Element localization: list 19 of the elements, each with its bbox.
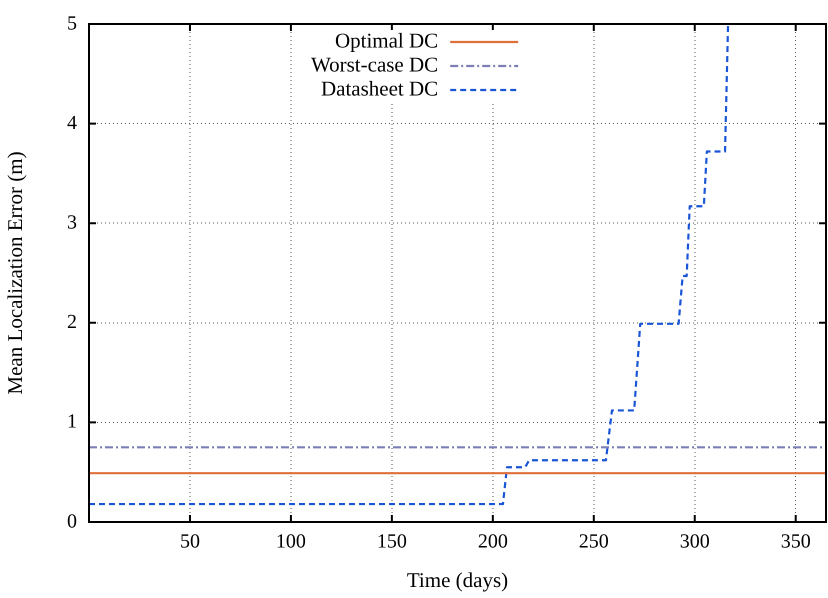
y-tick-label: 1 — [67, 410, 77, 433]
y-tick-label: 0 — [67, 510, 77, 532]
x-tick-label: 300 — [680, 530, 710, 552]
line-series — [89, 24, 730, 506]
x-tick-label: 200 — [478, 530, 508, 552]
x-tick-label: 100 — [276, 530, 306, 552]
y-tick-label: 5 — [67, 12, 77, 34]
y-axis-title: Mean Localization Error (m) — [3, 151, 28, 395]
legend-label: Datasheet DC — [320, 76, 438, 101]
legend-label: Optimal DC — [334, 28, 438, 53]
x-tick-label: 50 — [180, 530, 200, 552]
x-tick-label: 150 — [376, 530, 407, 552]
y-tick-label: 2 — [67, 311, 77, 334]
x-axis-title: Time (days) — [406, 568, 508, 592]
legend-label: Worst-case DC — [310, 52, 438, 77]
y-tick-label: 4 — [67, 112, 77, 134]
x-tick-label: 250 — [578, 530, 609, 552]
y-tick-label: 3 — [67, 211, 77, 234]
x-tick-label: 350 — [780, 530, 811, 552]
